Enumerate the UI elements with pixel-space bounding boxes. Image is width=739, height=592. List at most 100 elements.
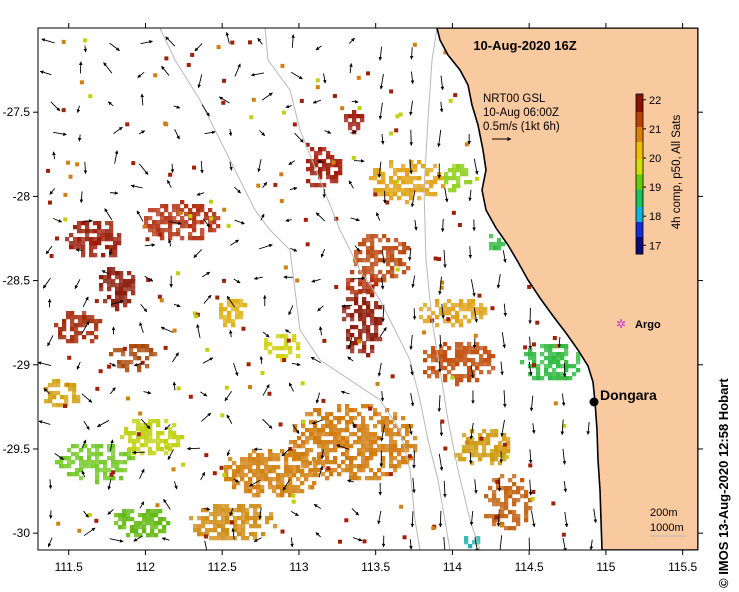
- sst-pixel: [439, 307, 444, 312]
- sst-pixel: [370, 349, 375, 354]
- argo-marker[interactable]: ✲ Argo: [616, 317, 661, 331]
- current-arrow: [340, 390, 350, 395]
- sst-pixel: [459, 358, 464, 363]
- sst-pixel: [245, 520, 250, 525]
- sst-pixel: [498, 461, 503, 466]
- sst-pixel: [172, 232, 177, 237]
- sst-pixel: [421, 330, 426, 335]
- x-tick-label: 114.5: [515, 560, 544, 574]
- sst-pixel: [467, 370, 472, 375]
- sst-pixel: [455, 378, 460, 383]
- sst-pixel: [362, 309, 367, 314]
- sst-pixel: [491, 354, 496, 359]
- sst-pixel: [357, 448, 362, 453]
- current-arrow: [562, 537, 567, 550]
- sst-pixel: [81, 249, 86, 254]
- sst-pixel: [281, 110, 286, 115]
- sst-pixel: [113, 241, 118, 246]
- sst-pixel: [235, 303, 240, 308]
- current-arrow: [285, 104, 292, 109]
- colorbar-swatch: [636, 194, 643, 197]
- sst-pixel: [471, 303, 476, 308]
- sst-pixel: [500, 514, 505, 519]
- sst-pixel: [394, 128, 399, 133]
- sst-pixel: [358, 270, 363, 275]
- current-arrow: [201, 104, 210, 117]
- sst-pixel: [435, 315, 440, 320]
- sst-pixel: [78, 323, 83, 328]
- dongara-marker[interactable]: Dongara: [589, 387, 658, 407]
- sst-pixel: [490, 433, 495, 438]
- sst-pixel: [61, 108, 66, 113]
- sst-pixel: [433, 180, 438, 185]
- sst-pixel: [512, 474, 517, 479]
- current-arrow: [202, 357, 214, 364]
- sst-pixel: [72, 399, 77, 404]
- sst-pixel: [292, 338, 297, 343]
- sst-pixel: [468, 180, 473, 185]
- sst-pixel: [125, 368, 130, 373]
- sst-pixel: [208, 199, 213, 204]
- sst-pixel: [280, 346, 285, 351]
- sst-pixel: [123, 460, 128, 465]
- sst-pixel: [209, 216, 214, 221]
- sst-pixel: [134, 533, 139, 538]
- current-arrow: [376, 212, 381, 221]
- sst-pixel: [227, 319, 232, 324]
- colorbar-swatch: [636, 144, 643, 147]
- sst-pixel: [168, 216, 173, 221]
- sst-pixel: [401, 424, 406, 429]
- sst-pixel: [366, 234, 371, 239]
- sst-pixel: [300, 457, 305, 462]
- sst-pixel: [128, 439, 133, 444]
- sst-pixel: [156, 435, 161, 440]
- sst-pixel: [107, 456, 112, 461]
- sst-pixel: [475, 350, 480, 355]
- sst-pixel: [109, 352, 114, 357]
- sst-pixel: [464, 172, 469, 177]
- sst-pixel: [257, 512, 262, 517]
- sst-pixel: [553, 401, 558, 406]
- sst-pixel: [455, 319, 460, 324]
- sst-pixel: [504, 514, 509, 519]
- sst-pixel: [113, 249, 118, 254]
- sst-pixel: [273, 182, 278, 187]
- sst-pixel: [156, 439, 161, 444]
- sst-pixel: [289, 440, 294, 445]
- sst-pixel: [77, 528, 82, 533]
- sst-pixel: [221, 536, 226, 541]
- sst-pixel: [439, 354, 444, 359]
- current-arrow: [316, 159, 324, 164]
- sst-pixel: [228, 477, 233, 482]
- sst-pixel: [389, 428, 394, 433]
- colorbar-swatch: [636, 106, 643, 110]
- sst-pixel: [280, 489, 285, 494]
- sst-pixel: [196, 212, 201, 217]
- sst-pixel: [540, 360, 545, 365]
- sst-pixel: [362, 329, 367, 334]
- sst-pixel: [479, 362, 484, 367]
- colorbar-swatch: [636, 116, 643, 120]
- sst-pixel: [90, 315, 95, 320]
- sst-pixel: [399, 504, 404, 509]
- sst-pixel: [85, 233, 90, 238]
- sst-pixel: [337, 436, 342, 441]
- sst-pixel: [368, 406, 373, 411]
- sst-pixel: [154, 521, 159, 526]
- sst-pixel: [164, 443, 169, 448]
- colorbar-swatch: [636, 166, 643, 170]
- colorbar-swatch: [636, 229, 643, 232]
- sst-pixel: [158, 517, 163, 522]
- sst-pixel: [478, 457, 483, 462]
- sst-pixel: [354, 309, 359, 314]
- colorbar-frame: [635, 93, 644, 255]
- sst-pixel: [407, 454, 412, 459]
- current-arrow: [52, 217, 63, 223]
- sst-pixel: [145, 237, 150, 242]
- sst-pixel: [193, 311, 198, 316]
- sst-pixel: [393, 412, 398, 417]
- sst-pixel: [494, 445, 499, 450]
- sst-pixel: [280, 354, 285, 359]
- sst-pixel: [466, 449, 471, 454]
- sst-pixel: [164, 208, 169, 213]
